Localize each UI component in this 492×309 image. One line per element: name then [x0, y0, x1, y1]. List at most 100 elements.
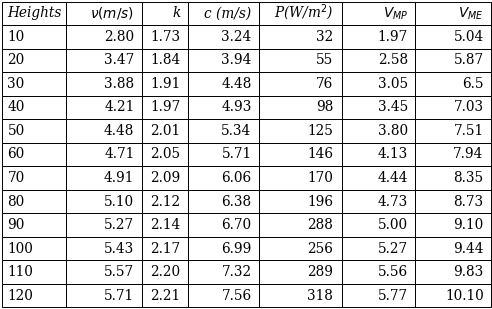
Text: 5.77: 5.77 — [378, 289, 408, 303]
Bar — [259, 119, 342, 143]
Bar — [342, 143, 415, 166]
Bar — [342, 260, 415, 284]
Bar — [142, 96, 188, 119]
Text: 289: 289 — [307, 265, 333, 279]
Text: 1.97: 1.97 — [151, 100, 181, 114]
Text: 7.03: 7.03 — [454, 100, 484, 114]
Text: 3.88: 3.88 — [104, 77, 134, 91]
Text: 10: 10 — [7, 30, 25, 44]
Text: 5.71: 5.71 — [221, 147, 251, 162]
Bar — [66, 49, 142, 72]
Bar — [259, 96, 342, 119]
Text: 3.80: 3.80 — [378, 124, 408, 138]
Text: 2.09: 2.09 — [151, 171, 181, 185]
Bar — [2, 237, 66, 260]
Text: 2.58: 2.58 — [378, 53, 408, 67]
Bar — [188, 2, 259, 25]
Text: 120: 120 — [7, 289, 33, 303]
Bar — [66, 119, 142, 143]
Bar — [2, 213, 66, 237]
Bar — [415, 72, 491, 96]
Bar — [66, 190, 142, 213]
Bar — [66, 72, 142, 96]
Text: 7.56: 7.56 — [221, 289, 251, 303]
Bar — [2, 49, 66, 72]
Bar — [66, 213, 142, 237]
Text: 1.97: 1.97 — [378, 30, 408, 44]
Bar — [342, 2, 415, 25]
Text: 2.14: 2.14 — [151, 218, 181, 232]
Bar — [342, 284, 415, 307]
Bar — [2, 25, 66, 49]
Text: 30: 30 — [7, 77, 25, 91]
Bar — [415, 213, 491, 237]
Bar — [66, 166, 142, 190]
Bar — [415, 237, 491, 260]
Text: 20: 20 — [7, 53, 25, 67]
Bar — [142, 25, 188, 49]
Text: 1.73: 1.73 — [151, 30, 181, 44]
Bar — [66, 96, 142, 119]
Text: 40: 40 — [7, 100, 25, 114]
Text: 50: 50 — [7, 124, 25, 138]
Bar — [259, 284, 342, 307]
Bar — [259, 260, 342, 284]
Text: 4.91: 4.91 — [104, 171, 134, 185]
Text: 55: 55 — [316, 53, 333, 67]
Bar — [2, 72, 66, 96]
Bar — [342, 190, 415, 213]
Bar — [2, 2, 66, 25]
Text: 4.48: 4.48 — [104, 124, 134, 138]
Bar — [142, 2, 188, 25]
Text: Heights: Heights — [7, 6, 62, 20]
Text: 110: 110 — [7, 265, 33, 279]
Text: 76: 76 — [316, 77, 333, 91]
Bar — [342, 166, 415, 190]
Bar — [66, 25, 142, 49]
Bar — [2, 143, 66, 166]
Text: 318: 318 — [308, 289, 333, 303]
Text: 5.56: 5.56 — [378, 265, 408, 279]
Text: 3.05: 3.05 — [378, 77, 408, 91]
Text: 170: 170 — [308, 171, 333, 185]
Text: 146: 146 — [307, 147, 333, 162]
Text: 4.21: 4.21 — [104, 100, 134, 114]
Bar — [142, 72, 188, 96]
Text: k: k — [173, 6, 181, 20]
Text: 98: 98 — [316, 100, 333, 114]
Bar — [188, 166, 259, 190]
Bar — [415, 166, 491, 190]
Text: 10.10: 10.10 — [445, 289, 484, 303]
Bar — [259, 49, 342, 72]
Text: 4.73: 4.73 — [378, 195, 408, 209]
Text: 5.10: 5.10 — [104, 195, 134, 209]
Text: 5.00: 5.00 — [378, 218, 408, 232]
Text: P(W/m$^2$): P(W/m$^2$) — [274, 3, 333, 23]
Text: 100: 100 — [7, 242, 33, 256]
Text: 2.17: 2.17 — [151, 242, 181, 256]
Text: 4.44: 4.44 — [377, 171, 408, 185]
Bar — [415, 119, 491, 143]
Text: 9.83: 9.83 — [454, 265, 484, 279]
Bar — [2, 260, 66, 284]
Text: 3.94: 3.94 — [221, 53, 251, 67]
Text: 5.87: 5.87 — [454, 53, 484, 67]
Bar — [66, 2, 142, 25]
Text: 7.51: 7.51 — [454, 124, 484, 138]
Bar — [142, 49, 188, 72]
Text: 7.94: 7.94 — [453, 147, 484, 162]
Bar — [142, 284, 188, 307]
Bar — [142, 119, 188, 143]
Bar — [342, 96, 415, 119]
Text: $V_{ME}$: $V_{ME}$ — [458, 5, 484, 22]
Bar — [2, 119, 66, 143]
Text: 60: 60 — [7, 147, 25, 162]
Bar — [188, 143, 259, 166]
Bar — [259, 190, 342, 213]
Text: 5.71: 5.71 — [104, 289, 134, 303]
Text: 8.73: 8.73 — [454, 195, 484, 209]
Text: 9.10: 9.10 — [454, 218, 484, 232]
Bar — [188, 213, 259, 237]
Bar — [188, 284, 259, 307]
Text: 7.32: 7.32 — [221, 265, 251, 279]
